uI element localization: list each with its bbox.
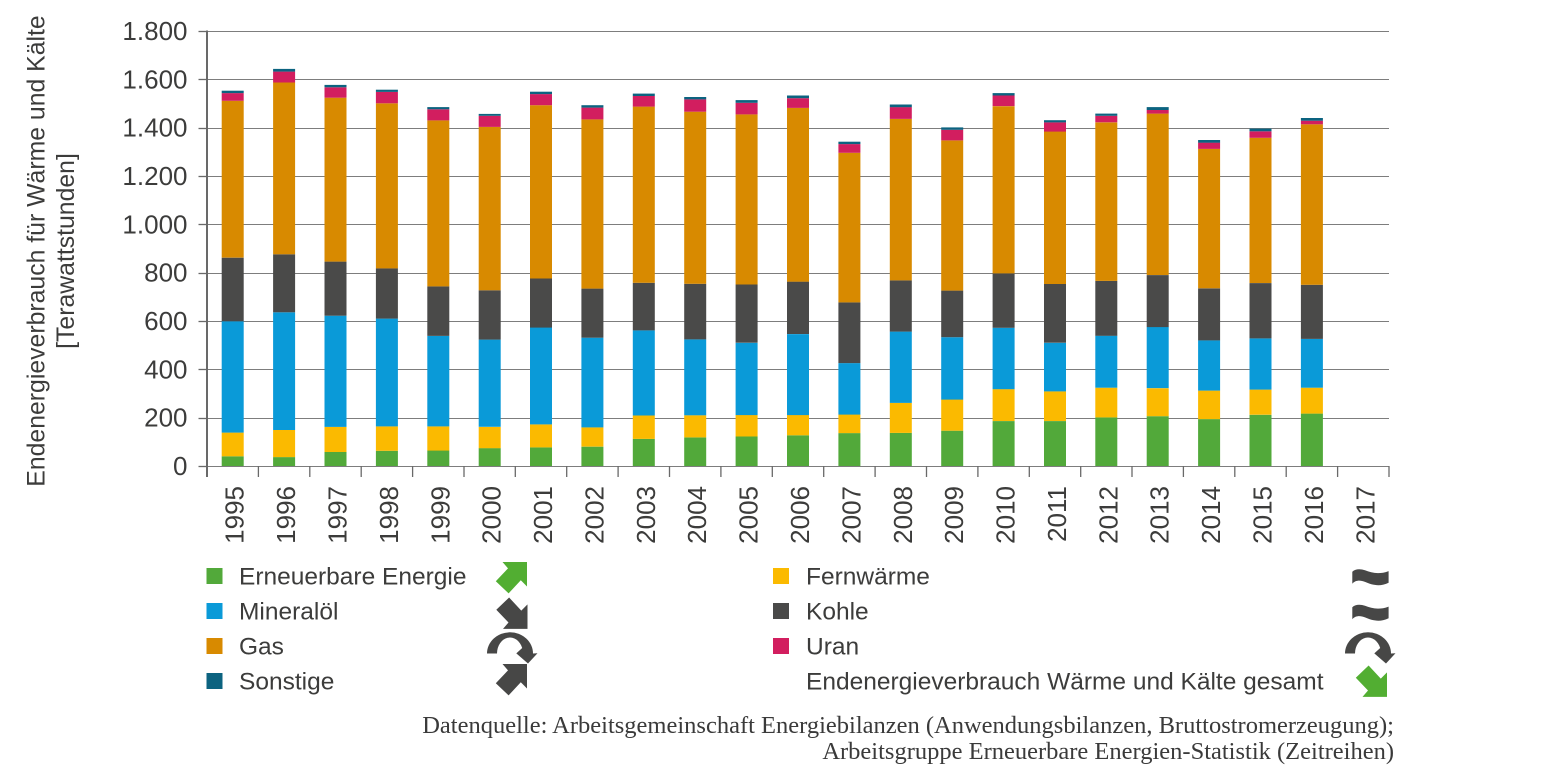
svg-text:1.400: 1.400 (122, 113, 187, 143)
svg-text:Uran: Uran (806, 634, 859, 661)
svg-text:1.200: 1.200 (122, 161, 187, 191)
svg-text:1995: 1995 (220, 486, 250, 544)
svg-text:Sonstige: Sonstige (239, 669, 334, 696)
svg-text:2008: 2008 (888, 486, 918, 544)
svg-text:1.800: 1.800 (122, 16, 187, 46)
svg-text:600: 600 (144, 306, 187, 336)
svg-text:Mineralöl: Mineralöl (239, 599, 338, 626)
svg-text:Erneuerbare Energie: Erneuerbare Energie (239, 564, 466, 591)
svg-text:2005: 2005 (734, 486, 764, 544)
svg-text:Fernwärme: Fernwärme (806, 564, 930, 591)
svg-text:800: 800 (144, 258, 187, 288)
svg-text:1999: 1999 (425, 486, 455, 544)
svg-text:400: 400 (144, 354, 187, 384)
svg-text:2016: 2016 (1299, 486, 1329, 544)
svg-text:1.000: 1.000 (122, 209, 187, 239)
svg-text:0: 0 (173, 451, 187, 481)
svg-text:2004: 2004 (682, 486, 712, 544)
svg-text:Endenergieverbrauch Wärme und: Endenergieverbrauch Wärme und Kälte gesa… (806, 669, 1324, 696)
svg-text:1.600: 1.600 (122, 64, 187, 94)
svg-text:2010: 2010 (991, 486, 1021, 544)
svg-text:1998: 1998 (374, 486, 404, 544)
svg-text:2001: 2001 (528, 486, 558, 544)
svg-text:2015: 2015 (1248, 486, 1278, 544)
svg-text:2003: 2003 (631, 486, 661, 544)
svg-text:2009: 2009 (939, 486, 969, 544)
svg-text:Endenergieverbrauch für Wärme: Endenergieverbrauch für Wärme und Kälte (24, 15, 51, 486)
svg-text:1996: 1996 (271, 486, 301, 544)
svg-text:2014: 2014 (1196, 486, 1226, 544)
svg-text:Arbeitsgruppe Erneuerbare Ener: Arbeitsgruppe Erneuerbare Energien-Stati… (822, 738, 1394, 765)
svg-text:200: 200 (144, 403, 187, 433)
svg-text:2011: 2011 (1042, 486, 1072, 542)
svg-text:Kohle: Kohle (806, 599, 869, 626)
svg-text:2012: 2012 (1093, 486, 1123, 544)
svg-text:2000: 2000 (477, 486, 507, 544)
svg-text:Gas: Gas (239, 634, 284, 661)
svg-text:1997: 1997 (323, 486, 353, 544)
svg-text:2017: 2017 (1350, 486, 1380, 544)
svg-text:2013: 2013 (1145, 486, 1175, 544)
svg-text:[Terawattstunden]: [Terawattstunden] (53, 153, 80, 349)
svg-text:Datenquelle: Arbeitsgemeinscha: Datenquelle: Arbeitsgemeinschaft Energie… (422, 712, 1394, 739)
svg-text:2002: 2002 (579, 486, 609, 544)
svg-text:2006: 2006 (785, 486, 815, 544)
svg-text:2007: 2007 (836, 486, 866, 544)
